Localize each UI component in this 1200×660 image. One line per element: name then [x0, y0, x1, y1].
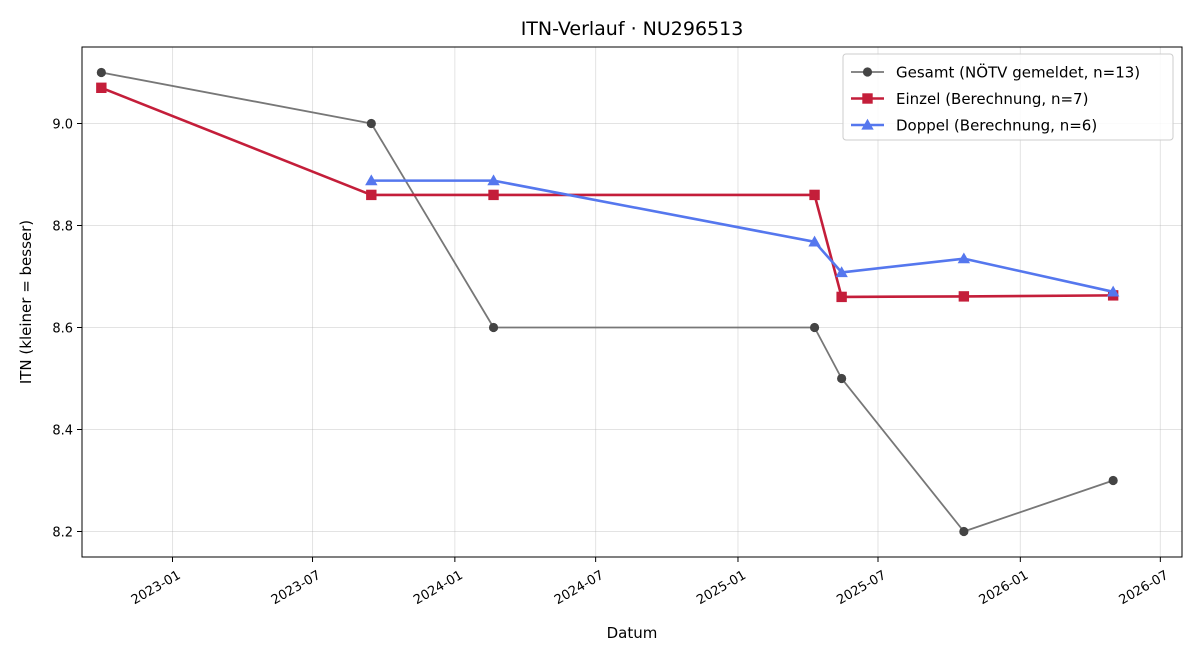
chart-title: ITN-Verlauf · NU296513 [521, 18, 744, 40]
y-tick-label: 8.6 [52, 322, 73, 337]
series-layer [96, 67, 1120, 537]
data-point [959, 526, 969, 537]
data-point [835, 266, 848, 278]
data-point [488, 322, 499, 333]
data-point [809, 322, 820, 333]
y-tick-label: 8.4 [52, 424, 73, 439]
data-point [96, 82, 107, 93]
y-axis-title: ITN (kleiner = besser) [17, 220, 35, 384]
y-tick-label: 8.8 [52, 220, 73, 235]
y-tick-label: 8.2 [52, 526, 73, 541]
series-triangle [365, 174, 1120, 297]
data-point [958, 291, 970, 302]
plot-frame [81, 46, 1183, 558]
legend-entry-label: Einzel (Berechnung, n=7) [896, 90, 1088, 108]
data-point [837, 373, 847, 384]
data-point [1108, 475, 1118, 486]
data-point [957, 252, 971, 264]
legend-entry-label: Doppel (Berechnung, n=6) [896, 117, 1097, 135]
legend-box [842, 53, 1174, 141]
data-point [488, 189, 499, 201]
series-line [371, 179, 1114, 294]
data-point [365, 174, 378, 186]
data-point [809, 189, 820, 201]
legend: Gesamt (NÖTV gemeldet, n=13) Einzel (Bere… [842, 53, 1174, 141]
legend-swatch-marker [862, 93, 873, 104]
data-point [366, 118, 376, 129]
series-circle [96, 67, 1118, 537]
legend-swatch-marker [862, 67, 873, 77]
y-tick-label: 9.0 [52, 118, 73, 133]
data-point [96, 67, 106, 78]
data-point [366, 189, 377, 201]
series-square [96, 82, 1119, 303]
legend-swatch-marker [861, 118, 874, 130]
legend-entry-label: Gesamt (NÖTV gemeldet, n=13) [896, 63, 1140, 82]
x-axis-title: Datum [607, 624, 658, 642]
data-point [808, 235, 821, 247]
data-point [836, 291, 847, 303]
data-point [1106, 285, 1120, 297]
data-point [487, 174, 500, 186]
y-axis: 8.2 8.4 8.6 8.8 9.0 [52, 118, 82, 541]
